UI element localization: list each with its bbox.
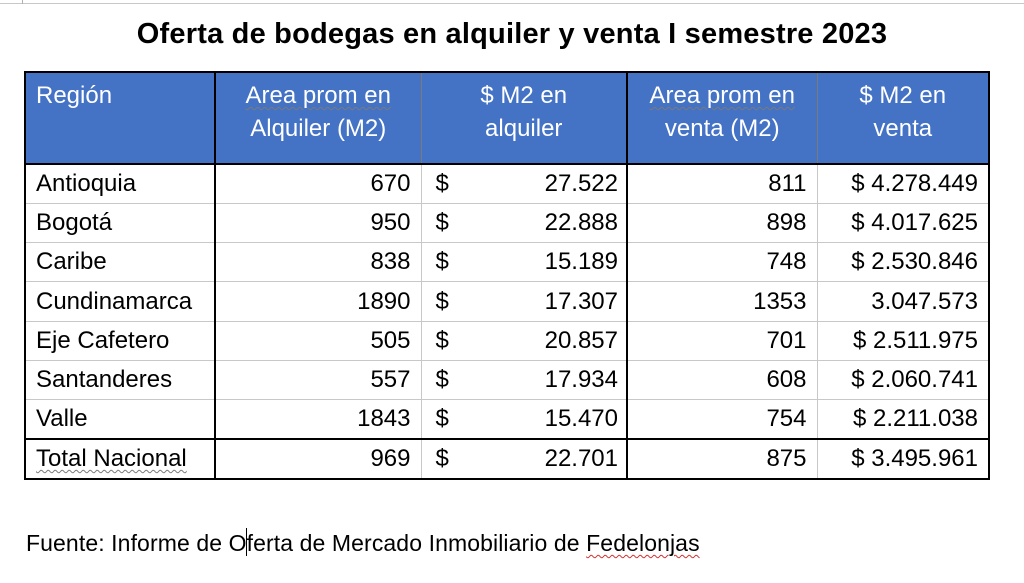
cell-m2-alquiler-value: 22.888 [544,208,618,236]
cell-total-area-alquiler: 969 [215,438,422,480]
cell-m2-venta: $ 2.060.741 [817,360,989,401]
cell-area-alquiler: 557 [215,360,422,401]
header-region: Región [25,72,216,165]
source-note: Fuente: Informe de Oferta de Mercado Inm… [26,528,700,557]
cell-m2-alquiler: $15.189 [421,242,628,283]
header-area-venta-line2: venta (M2) [664,115,780,142]
cell-total-m2-alquiler: $22.701 [421,438,628,480]
header-m2-alquiler-line1: $ M2 en [480,82,568,109]
header-region-label: Región [36,82,113,109]
cell-area-alquiler: 505 [215,321,422,361]
cell-total-m2-venta: $ 3.495.961 [817,438,989,480]
header-area-alquiler: Area prom en Alquiler (M2) [215,72,422,165]
table-row: Bogotá 950 $22.888 898 $ 4.017.625 [25,203,989,244]
cell-area-alquiler: 950 [215,203,422,244]
cell-m2-alquiler-value: 15.470 [544,405,618,433]
currency-sign: $ [435,287,449,315]
table-row: Cundinamarca 1890 $17.307 1353 3.047.573 [25,281,989,322]
header-m2-venta-line2: venta [873,115,933,142]
cell-total-m2-alquiler-value: 22.701 [544,445,618,473]
cell-area-alquiler: 1890 [215,281,422,322]
top-ruler-line [0,3,1024,4]
cell-m2-alquiler-value: 17.934 [544,366,618,394]
total-label: Total Nacional [36,445,187,473]
currency-sign: $ [435,405,449,433]
cell-area-venta: 748 [627,242,818,283]
cell-region: Eje Cafetero [25,321,216,361]
header-area-alquiler-line1: Area prom en [245,82,391,109]
cell-m2-venta: 3.047.573 [817,281,989,322]
header-m2-venta: $ M2 en venta [817,72,989,165]
cell-region: Cundinamarca [25,281,216,322]
source-text-1: Fuente: Informe de O [26,530,247,556]
cell-m2-venta: $ 2.211.038 [817,399,989,440]
cell-m2-venta: $ 2.530.846 [817,242,989,283]
cell-m2-alquiler: $17.934 [421,360,628,401]
currency-sign: $ [435,248,449,276]
cell-m2-alquiler-value: 20.857 [544,326,618,354]
table-row: Antioquia 670 $27.522 811 $ 4.278.449 [25,164,989,204]
cell-m2-alquiler: $27.522 [421,164,628,204]
currency-sign: $ [435,326,449,354]
currency-sign: $ [435,445,449,473]
cell-region: Valle [25,399,216,440]
cell-region: Bogotá [25,203,216,244]
cell-total-label: Total Nacional [25,438,216,480]
currency-sign: $ [435,169,449,197]
cell-m2-alquiler: $15.470 [421,399,628,440]
cell-area-venta: 608 [627,360,818,401]
top-ruler-mark [22,0,23,4]
header-m2-venta-line1: $ M2 en [859,82,947,109]
currency-sign: $ [435,208,449,236]
table-row: Eje Cafetero 505 $20.857 701 $ 2.511.975 [25,321,989,361]
total-row: Total Nacional 969 $22.701 875 $ 3.495.9… [25,438,989,480]
source-text-3: Fedelonjas [586,530,700,556]
cell-m2-venta: $ 4.278.449 [817,164,989,204]
text-cursor [245,528,247,556]
cell-area-alquiler: 1843 [215,399,422,440]
cell-m2-venta: $ 4.017.625 [817,203,989,244]
cell-m2-alquiler-value: 27.522 [544,169,618,197]
header-m2-alquiler: $ M2 en alquiler [421,72,628,165]
cell-area-venta: 898 [627,203,818,244]
cell-region: Caribe [25,242,216,283]
cell-total-area-venta: 875 [627,438,818,480]
cell-area-venta: 811 [627,164,818,204]
header-area-venta: Area prom en venta (M2) [627,72,818,165]
cell-region: Antioquia [25,164,216,204]
cell-area-alquiler: 670 [215,164,422,204]
table-row: Caribe 838 $15.189 748 $ 2.530.846 [25,242,989,283]
cell-area-venta: 701 [627,321,818,361]
cell-m2-venta: $ 2.511.975 [817,321,989,361]
cell-area-alquiler: 838 [215,242,422,283]
header-area-alquiler-line2: Alquiler (M2) [250,115,387,142]
cell-area-venta: 754 [627,399,818,440]
cell-m2-alquiler: $22.888 [421,203,628,244]
table-row: Santanderes 557 $17.934 608 $ 2.060.741 [25,360,989,401]
table-row: Valle 1843 $15.470 754 $ 2.211.038 [25,399,989,440]
source-text-2: ferta de Mercado Inmobiliario de [246,530,587,556]
data-table: Región Area prom en Alquiler (M2) $ M2 e… [24,71,990,481]
currency-sign: $ [435,366,449,394]
header-area-venta-line1: Area prom en [649,82,795,109]
cell-m2-alquiler: $17.307 [421,281,628,322]
header-row: Región Area prom en Alquiler (M2) $ M2 e… [25,72,989,165]
cell-m2-alquiler-value: 17.307 [544,287,618,315]
cell-m2-alquiler-value: 15.189 [544,248,618,276]
header-m2-alquiler-line2: alquiler [485,115,563,142]
cell-region: Santanderes [25,360,216,401]
cell-area-venta: 1353 [627,281,818,322]
cell-m2-alquiler: $20.857 [421,321,628,361]
page-title: Oferta de bodegas en alquiler y venta I … [136,18,888,50]
